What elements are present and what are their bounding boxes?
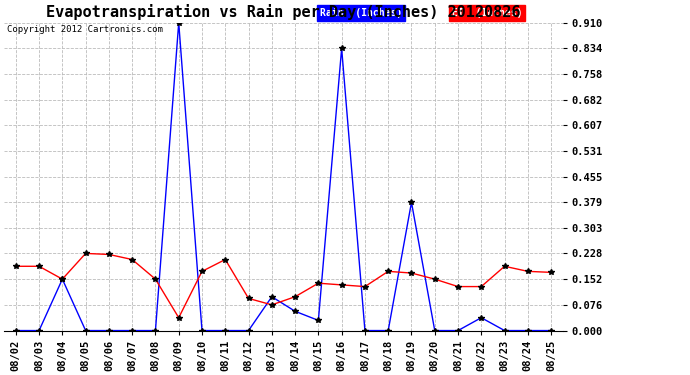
Text: ET  (Inches): ET (Inches) [452, 8, 522, 18]
Title: Evapotranspiration vs Rain per Day (Inches) 20120826: Evapotranspiration vs Rain per Day (Inch… [46, 4, 521, 20]
Text: Copyright 2012 Cartronics.com: Copyright 2012 Cartronics.com [7, 25, 163, 34]
Text: Rain  (Inches): Rain (Inches) [319, 8, 402, 18]
